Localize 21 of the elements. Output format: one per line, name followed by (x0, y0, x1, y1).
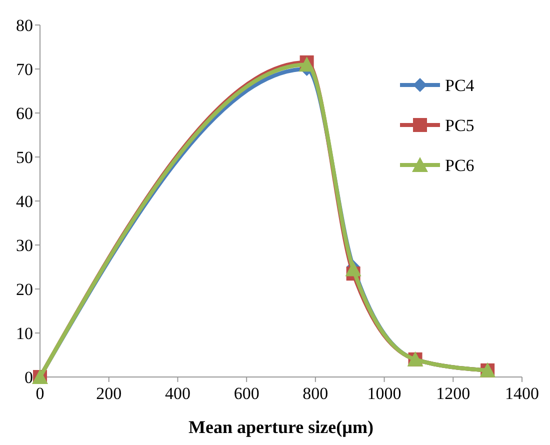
y-tick-label: 30 (16, 236, 33, 255)
y-tick-label: 60 (16, 104, 33, 123)
x-tick-label: 1400 (505, 384, 539, 403)
legend-label: PC6 (445, 156, 474, 175)
y-tick-label: 80 (16, 16, 33, 35)
y-tick-label: 40 (16, 192, 33, 211)
y-tick-label: 50 (16, 148, 33, 167)
x-tick-label: 400 (164, 384, 190, 403)
x-tick-label: 1000 (367, 384, 402, 403)
y-tick-label: 20 (16, 280, 33, 299)
y-tick-label: 70 (16, 60, 33, 79)
x-tick-label: 600 (234, 384, 260, 403)
x-tick-label: 1200 (436, 384, 470, 403)
x-tick-label: 0 (36, 384, 44, 403)
legend-label: PC5 (445, 116, 474, 135)
legend-label: PC4 (445, 76, 475, 95)
x-axis-title: Mean aperture size(µm) (188, 417, 374, 437)
x-tick-label: 200 (96, 384, 122, 403)
y-tick-label: 10 (16, 324, 33, 343)
x-tick-label: 800 (302, 384, 328, 403)
y-tick-label: 0 (24, 368, 33, 387)
